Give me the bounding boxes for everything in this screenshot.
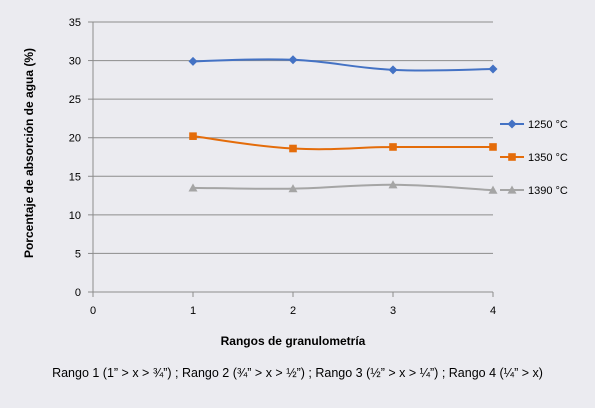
x-tick-label: 4 xyxy=(490,305,496,317)
series-markers xyxy=(188,55,498,194)
y-tick-label: 5 xyxy=(75,248,81,260)
x-tick-label: 3 xyxy=(390,305,396,317)
y-tick-label: 10 xyxy=(69,210,81,222)
legend-marker xyxy=(507,119,517,129)
series-line xyxy=(192,135,494,151)
data-point xyxy=(389,143,397,151)
y-tick-label: 15 xyxy=(69,171,81,183)
legend-marker xyxy=(507,185,517,194)
data-point xyxy=(288,184,298,193)
y-tick-label: 35 xyxy=(69,17,81,29)
x-tick-label: 2 xyxy=(290,305,296,317)
data-point xyxy=(288,55,298,65)
legend-label: 1350 °C xyxy=(528,152,568,164)
data-point xyxy=(489,143,497,151)
legend: 1250 °C 1350 °C 1390 °C xyxy=(500,119,568,197)
y-tick-label: 20 xyxy=(69,133,81,145)
series-line xyxy=(192,58,494,72)
axes xyxy=(88,21,494,297)
data-point xyxy=(488,185,498,194)
data-point xyxy=(289,144,297,153)
data-point xyxy=(488,64,498,74)
legend-label: 1250 °C xyxy=(528,119,568,131)
series-lines xyxy=(192,58,494,192)
tick-labels: 0 5 10 15 20 25 30 35 0 1 2 3 4 xyxy=(69,17,496,317)
series-line xyxy=(192,183,494,192)
legend-marker xyxy=(508,153,516,161)
x-tick-label: 0 xyxy=(90,305,96,317)
y-axis-title: Porcentaje de absorción de agua (%) xyxy=(22,48,36,258)
data-point xyxy=(388,65,398,75)
y-tick-label: 30 xyxy=(69,56,81,68)
data-point xyxy=(189,132,197,140)
data-point xyxy=(188,56,198,66)
data-point xyxy=(188,183,198,192)
x-tick-label: 1 xyxy=(190,305,196,317)
legend-label: 1390 °C xyxy=(528,185,568,197)
y-tick-label: 25 xyxy=(69,94,81,106)
data-point xyxy=(388,180,398,189)
y-tick-label: 0 xyxy=(75,287,81,299)
x-axis-title: Rangos de granulometría xyxy=(221,334,366,348)
range-caption: Rango 1 (1” > x > ¾”) ; Rango 2 (¾” > x … xyxy=(52,366,543,380)
